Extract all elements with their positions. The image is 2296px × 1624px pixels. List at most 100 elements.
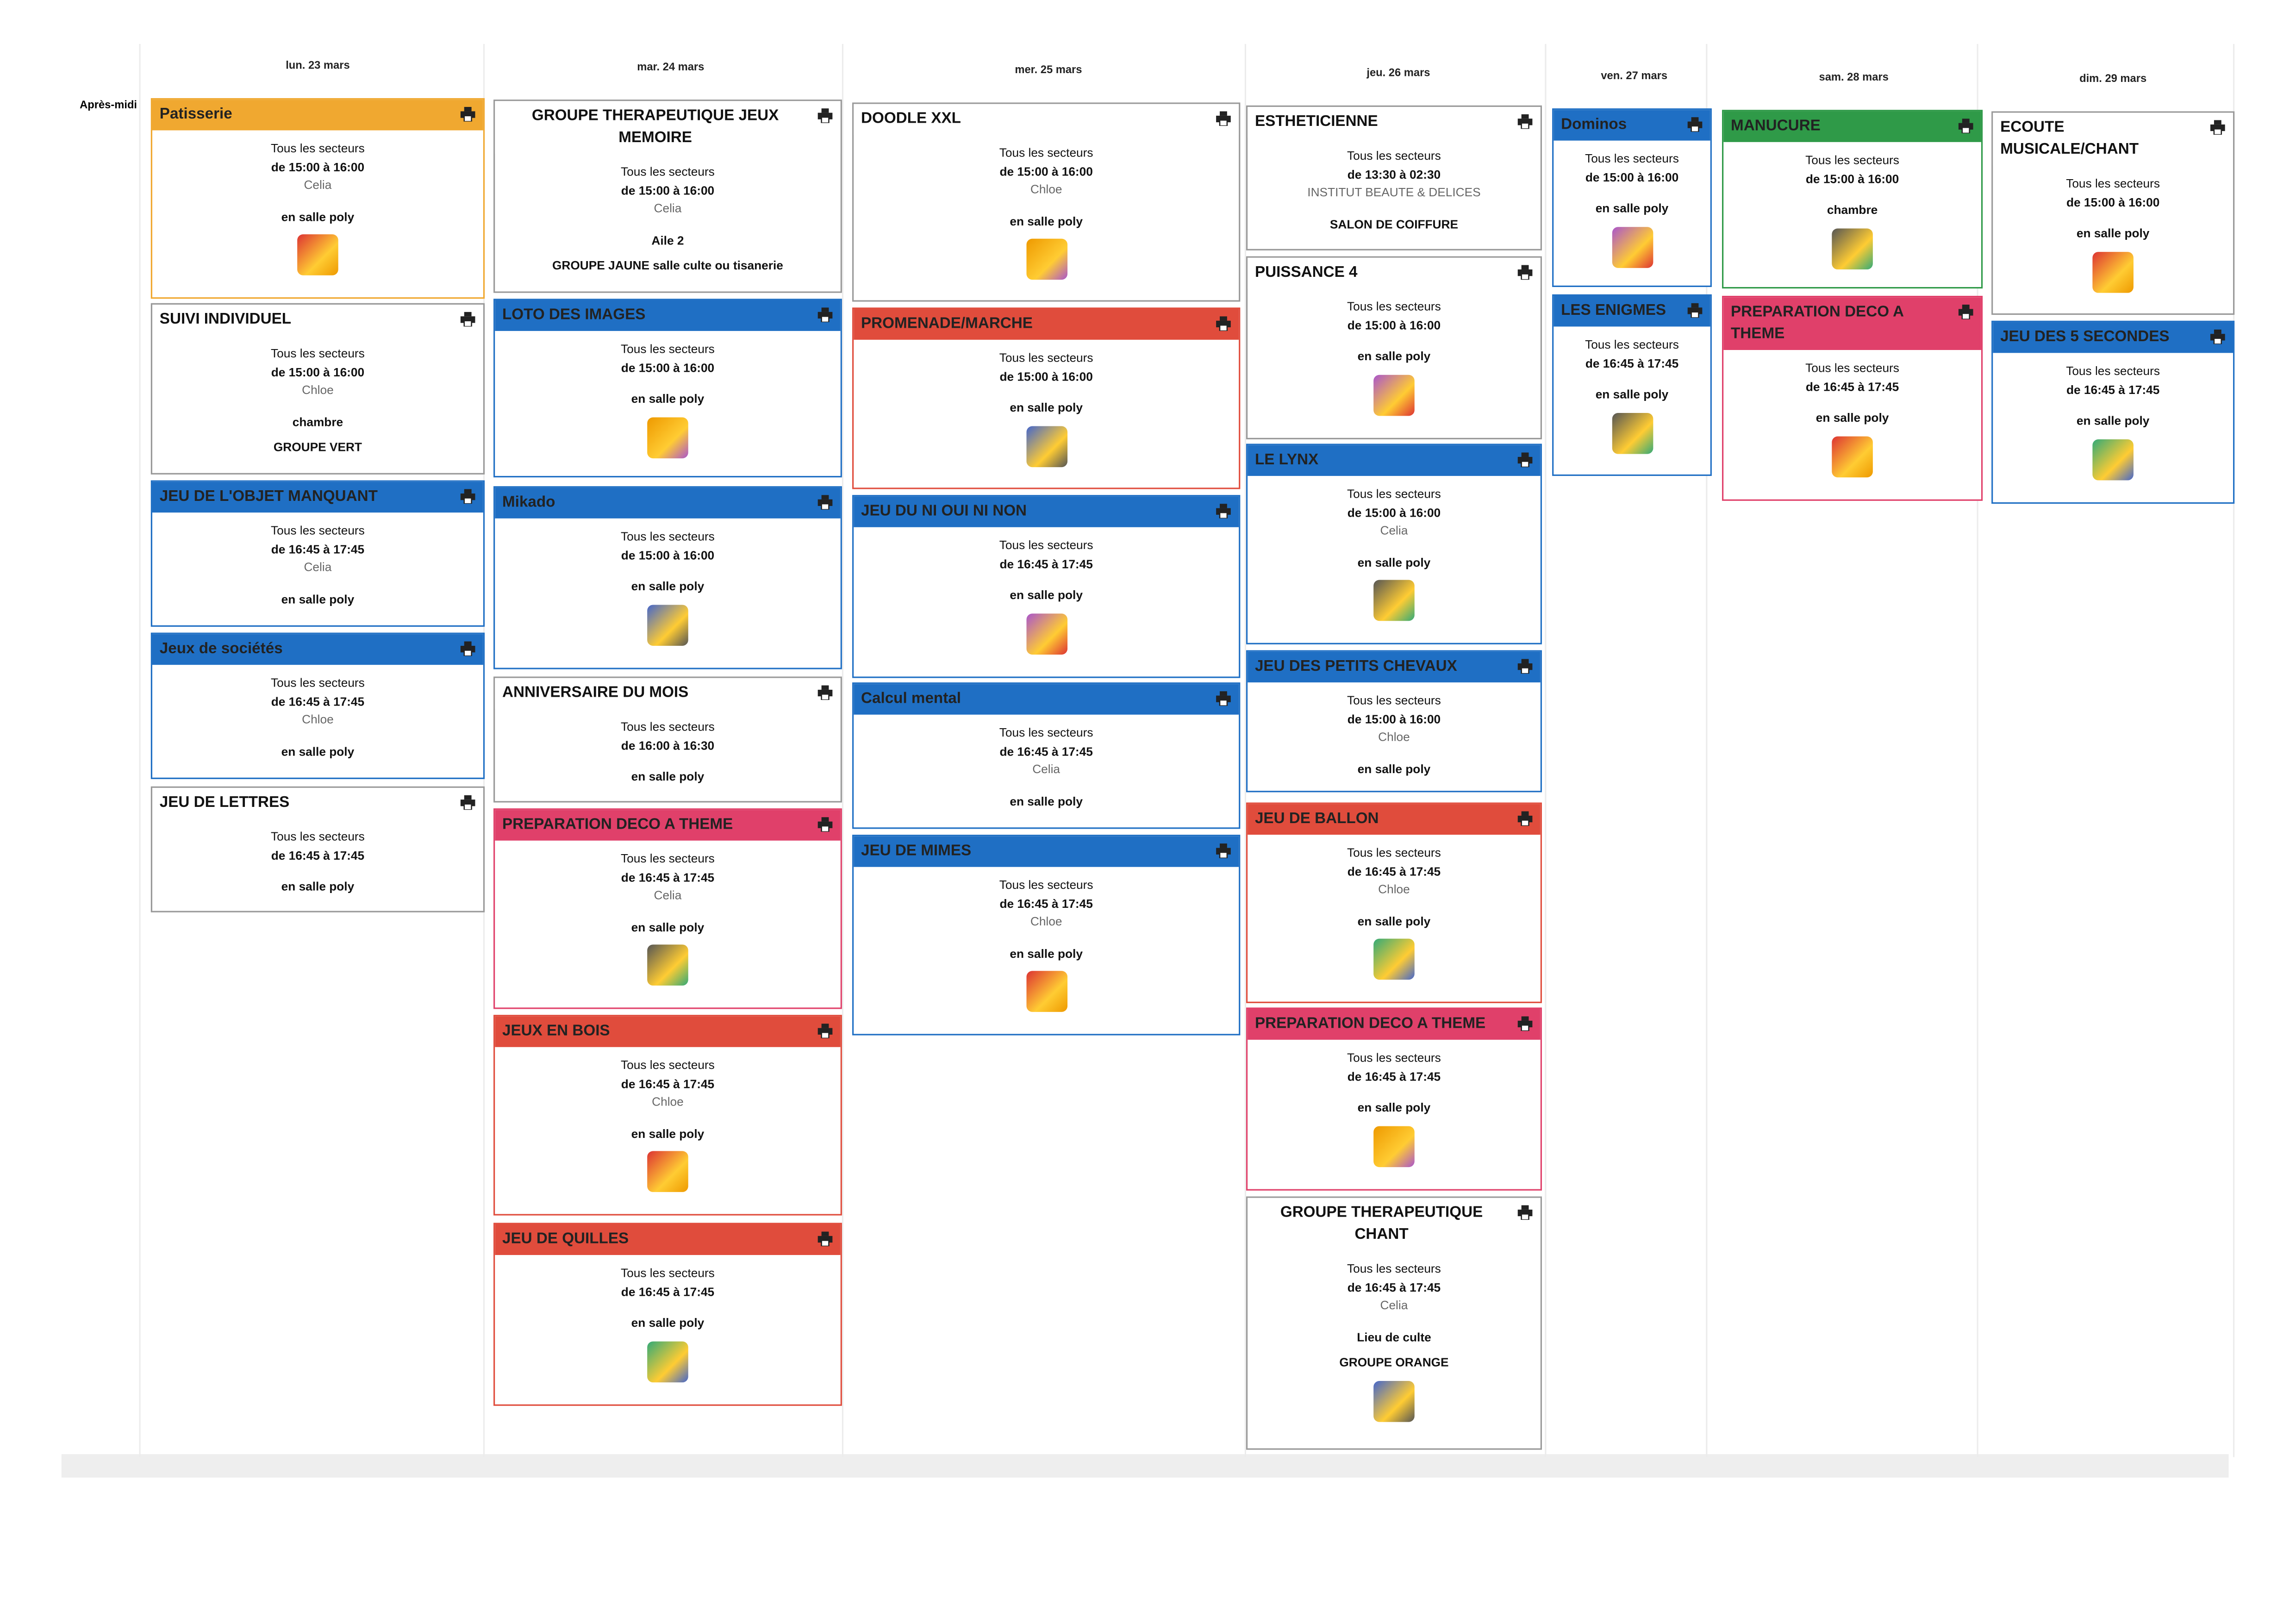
event-body: Tous les secteurs de 15:00 à 16:00 en sall… [1554,141,1710,268]
event-location: Aile 2 [651,232,684,247]
event-body: Tous les secteurs de 16:45 à 17:45 en sall… [1554,326,1710,454]
event-image [1373,580,1415,621]
event-image [1373,1125,1415,1167]
event-location: en salle poly [1357,913,1431,928]
print-icon [460,489,476,505]
event-image [1025,971,1067,1012]
event-time: de 16:45 à 17:45 [999,743,1093,758]
print-icon [1216,504,1232,519]
event-location: chambre [292,413,343,429]
column-divider [1545,44,1547,1457]
event-location: en salle poly [1010,587,1083,602]
event-image [297,234,338,275]
event-location: en salle poly [631,1315,705,1330]
event-sectors: Tous les secteurs [999,145,1093,160]
print-icon [460,106,476,122]
print-icon [1517,811,1533,827]
print-icon [1517,1205,1533,1221]
event-title: Patisserie [152,100,483,131]
event-title: ESTHETICIENNE [1248,106,1541,138]
event-location: Lieu de culte [1357,1329,1431,1344]
event-staff: Chloe [302,382,334,397]
event-extra: GROUPE ORANGE [1339,1355,1449,1369]
print-icon [817,817,833,833]
event-sectors: Tous les secteurs [1347,299,1441,313]
event-sectors: Tous les secteurs [621,528,715,543]
event-time: de 15:00 à 16:00 [2066,194,2160,209]
event-image [1832,436,1873,477]
event-location: en salle poly [1816,410,1889,425]
event-image [1373,374,1415,415]
event-location: en salle poly [1595,200,1669,216]
event-staff: Celia [1380,1297,1408,1312]
event-body: Tous les secteurs de 15:00 à 16:00 Chloe en… [1248,682,1541,778]
event-time: de 15:00 à 16:00 [621,182,715,197]
event-time: de 16:00 à 16:30 [621,737,715,752]
print-icon [2209,329,2226,345]
event-location: en salle poly [1357,348,1431,363]
event-image [647,1341,688,1382]
event-sectors: Tous les secteurs [999,877,1093,892]
event-title: Calcul mental [854,684,1239,715]
print-icon [817,1024,833,1039]
event-card: PROMENADE/MARCHE Tous les secteurs de 15:0… [852,307,1241,489]
event-image [2092,251,2134,293]
event-staff: Chloe [1378,729,1410,744]
print-icon [817,307,833,323]
event-time: de 15:00 à 16:00 [271,159,365,174]
event-body: Tous les secteurs de 15:00 à 16:00 en sall… [495,331,841,458]
event-time: de 16:45 à 17:45 [271,847,365,862]
event-title: PUISSANCE 4 [1248,257,1541,289]
event-location: en salle poly [1010,945,1083,960]
event-body: Tous les secteurs de 16:45 à 17:45 Celia Li… [1248,1250,1541,1421]
print-icon [1517,659,1533,675]
event-body: Tous les secteurs de 15:00 à 16:00 Celia en… [1248,476,1541,621]
print-icon [817,108,833,124]
event-title: MANUCURE [1723,111,1981,142]
event-card: MANUCURE Tous les secteurs de 15:00 à 16:0… [1722,110,1983,289]
event-time: de 15:00 à 16:00 [1347,317,1441,332]
event-card: LE LYNX Tous les secteurs de 15:00 à 16:00… [1246,443,1542,644]
event-staff: Celia [1032,761,1061,776]
event-time: de 15:00 à 16:00 [621,547,715,562]
event-image [1611,412,1653,454]
event-title: JEUX EN BOIS [495,1016,841,1047]
event-body: Tous les secteurs de 13:30 à 02:30 INSTITU… [1248,137,1541,233]
event-location: en salle poly [2076,225,2150,240]
event-staff: Chloe [1030,913,1062,929]
event-extra: GROUPE JAUNE salle culte ou tisanerie [552,257,783,273]
event-sectors: Tous les secteurs [271,523,365,537]
event-card: DOODLE XXL Tous les secteurs de 15:00 à 16… [852,102,1241,302]
column-divider [1977,44,1978,1457]
event-image [647,416,688,458]
event-body: Tous les secteurs de 15:00 à 16:00 Chloe ch… [152,335,483,456]
print-icon [460,641,476,657]
event-card: Jeux de sociétés Tous les secteurs de 16:4… [150,632,485,779]
event-staff: Chloe [302,712,334,726]
event-sectors: Tous les secteurs [999,350,1093,365]
event-title: GROUPE THERAPEUTIQUE JEUX MEMOIRE [495,101,841,154]
event-body: Tous les secteurs de 16:45 à 17:45 Chloe en… [1248,835,1541,980]
event-location: en salle poly [1010,793,1083,808]
event-sectors: Tous les secteurs [271,829,365,844]
event-card: PREPARATION DECO A THEME Tous les secteur… [493,808,842,1009]
event-image [647,944,688,986]
event-sectors: Tous les secteurs [999,725,1093,740]
event-card: JEU DE LETTRES Tous les secteurs de 16:45 … [150,786,485,912]
event-time: de 15:00 à 16:00 [1347,504,1441,519]
event-time: de 16:45 à 17:45 [621,1283,715,1299]
event-image [647,1151,688,1192]
event-sectors: Tous les secteurs [1347,693,1441,707]
event-sectors: Tous les secteurs [621,719,715,734]
print-icon [1216,111,1232,127]
event-card: JEUX EN BOIS Tous les secteurs de 16:45 à … [493,1015,842,1216]
event-sectors: Tous les secteurs [621,341,715,356]
event-body: Tous les secteurs de 16:45 à 17:45 Celia en… [495,841,841,986]
event-location: SALON DE COIFFURE [1329,216,1459,231]
event-time: de 16:45 à 17:45 [1805,378,1899,394]
event-title: DOODLE XXL [854,104,1239,135]
event-card: PREPARATION DECO A THEME Tous les secteur… [1246,1007,1542,1191]
column-divider [2233,44,2235,1457]
event-body: Tous les secteurs de 15:00 à 16:00 chambre [1723,142,1981,269]
event-body: Tous les secteurs de 16:45 à 17:45 en sall… [1248,1040,1541,1167]
